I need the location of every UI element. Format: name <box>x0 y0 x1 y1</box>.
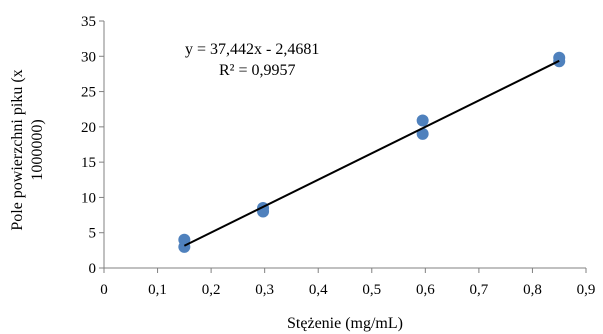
x-axis-ticks: 0 0,1 0,2 0,3 0,4 0,5 0,6 0,7 0,8 0,9 <box>100 268 595 298</box>
x-tick-label: 0,4 <box>309 282 328 298</box>
y-tick-label: 30 <box>81 49 96 65</box>
x-tick-label: 0,2 <box>202 282 221 298</box>
x-axis-title: Stężenie (mg/mL) <box>287 315 403 332</box>
x-tick-label: 0,7 <box>470 282 489 298</box>
y-axis-ticks: 0 5 10 15 20 25 30 35 <box>81 14 104 277</box>
x-tick-label: 0,5 <box>362 282 381 298</box>
y-axis-title-line-1: Pole powierzchni piku (x <box>9 69 26 230</box>
x-tick-label: 0,9 <box>577 282 596 298</box>
y-tick-label: 0 <box>89 261 97 277</box>
data-points <box>178 51 566 253</box>
y-tick-label: 10 <box>81 190 96 206</box>
y-axis-title-line-2: 1000000) <box>29 119 46 180</box>
x-tick-label: 0,3 <box>255 282 274 298</box>
x-tick-label: 0,1 <box>148 282 167 298</box>
x-tick-label: 0,8 <box>523 282 542 298</box>
y-tick-label: 25 <box>81 85 96 101</box>
y-tick-label: 5 <box>89 226 97 242</box>
x-tick-label: 0,6 <box>416 282 435 298</box>
x-tick-label: 0 <box>100 282 108 298</box>
data-point <box>416 127 429 140</box>
y-tick-label: 35 <box>81 14 96 30</box>
trendline <box>183 59 560 247</box>
trendline-equation: y = 37,442x - 2,4681 <box>185 41 319 58</box>
data-point <box>416 114 429 127</box>
y-tick-label: 20 <box>81 120 96 136</box>
r-squared-label: R² = 0,9957 <box>219 62 296 79</box>
y-axis-title: Pole powierzchni piku (x 1000000) <box>9 69 46 230</box>
y-tick-label: 15 <box>81 155 96 171</box>
